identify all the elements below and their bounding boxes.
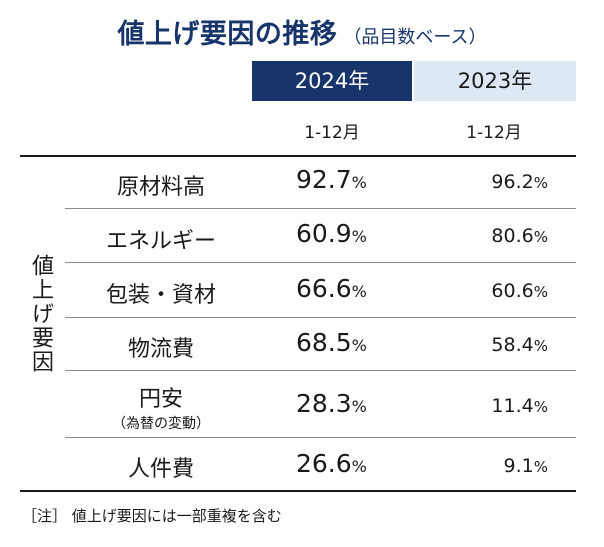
value-cell-2024: 66.6% [296,274,367,303]
value-cell-2024: 26.6% [296,449,367,478]
title-main: 値上げ要因の推移 [117,19,338,50]
data-value: 68.5 [296,328,352,357]
unit-label: % [533,337,548,355]
period-label-2024: 1-12月 [304,123,360,143]
side-category-label: 値上げ要因 [28,254,53,374]
data-value: 28.3 [296,389,352,418]
unit-label: % [351,282,367,301]
unit-label: % [351,397,367,416]
row-label-note: （為替の変動） [112,416,210,432]
table-bottom-rule [20,490,576,492]
unit-label: % [533,174,548,192]
row-label-text: エネルギー [105,229,216,254]
unit-label: % [351,336,367,355]
row-label-text: 人件費 [127,457,194,482]
value-cell-2023: 60.6% [491,280,548,302]
unit-label: % [533,398,548,416]
row-label: エネルギー [66,223,256,255]
column-header-2023: 2023年 [414,61,576,101]
period-label-2023: 1-12月 [466,123,522,143]
column-header-2024: 2024年 [252,61,412,101]
row-label: 円安 （為替の変動） [66,381,256,433]
value-cell-2024: 68.5% [296,328,367,357]
row-divider [65,208,576,209]
row-label-text: 原材料高 [116,175,205,200]
unit-label: % [533,228,548,246]
table-top-rule [20,155,576,157]
title-subtitle: （品目数ベース） [343,27,487,48]
value-cell-2024: 92.7% [296,165,367,194]
data-value: 60.9 [296,219,352,248]
row-label: 包装・資材 [66,277,256,309]
unit-label: % [351,457,367,476]
data-value: 60.6 [491,280,534,302]
row-label-text: 円安 [138,387,183,412]
value-cell-2023: 11.4% [491,395,548,417]
value-cell-2024: 28.3% [296,389,367,418]
unit-label: % [533,283,548,301]
value-cell-2023: 80.6% [491,225,548,247]
unit-label: % [351,173,367,192]
value-cell-2023: 96.2% [491,171,548,193]
row-divider [65,370,576,371]
data-value: 92.7 [296,165,352,194]
data-value: 66.6 [296,274,352,303]
row-label: 人件費 [66,451,256,483]
value-cell-2023: 9.1% [504,455,548,477]
data-value: 96.2 [491,171,534,193]
data-value: 80.6 [491,225,534,247]
data-value: 26.6 [296,449,352,478]
footnote: ［注］ 値上げ要因には一部重複を含む [22,507,282,525]
row-label: 原材料高 [66,169,256,201]
value-cell-2024: 60.9% [296,219,367,248]
data-value: 58.4 [491,334,534,356]
row-divider [65,262,576,263]
data-value: 11.4 [491,395,534,417]
data-value: 9.1 [503,455,534,477]
row-divider [65,317,576,318]
chart-title: 値上げ要因の推移 （品目数ベース） [0,12,604,51]
value-cell-2023: 58.4% [491,334,548,356]
row-label-text: 包装・資材 [105,283,216,308]
unit-label: % [533,458,548,476]
row-label: 物流費 [66,331,256,363]
unit-label: % [351,227,367,246]
row-divider [65,437,576,438]
row-label-text: 物流費 [127,337,194,362]
